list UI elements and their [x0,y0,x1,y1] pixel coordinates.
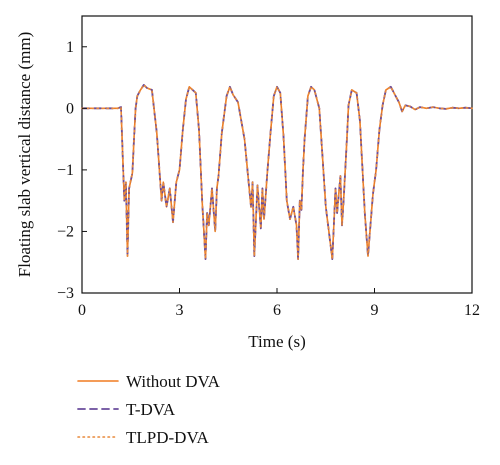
legend-label: T-DVA [126,400,176,419]
series-line-2 [81,84,473,261]
y-tick-label: −2 [57,223,74,240]
legend-label: Without DVA [126,372,221,391]
legend: Without DVA T-DVA TLPD-DVA [77,372,221,447]
y-tick-label: 0 [66,100,74,117]
x-tick-label: 9 [371,302,379,319]
plot-frame [81,15,473,294]
series-line-1 [81,84,473,260]
x-tick-label: 3 [176,302,184,319]
plot-border [81,15,473,294]
series-line-3 [81,84,473,260]
y-axis-title: Floating slab vertical distance (mm) [15,32,34,278]
x-tick-label: 0 [78,302,86,319]
legend-label: TLPD-DVA [126,428,210,447]
y-tick-label: 1 [66,39,74,56]
series-layer [81,84,473,261]
x-tick-label: 6 [273,302,281,319]
x-tick-label: 12 [464,302,480,319]
y-tick-label: −1 [57,162,74,179]
y-tick-label: −3 [57,285,74,302]
x-axis-title: Time (s) [248,332,305,351]
axis-ticks: 0 3 6 9 12 1 0 −1 −2 −3 [57,39,480,319]
